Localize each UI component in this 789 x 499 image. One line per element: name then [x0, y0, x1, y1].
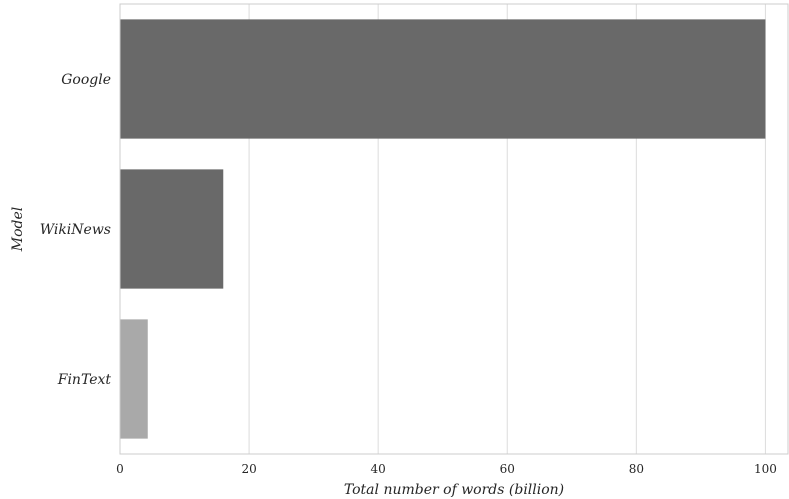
category-labels: Google WikiNews FinText	[40, 72, 112, 388]
x-tick-label: 20	[241, 462, 256, 476]
x-axis-label: Total number of words (billion)	[344, 482, 564, 498]
bar-google	[120, 19, 766, 139]
category-label-fintext: FinText	[57, 372, 112, 388]
bar-fintext	[120, 319, 148, 439]
bar-wikinews	[120, 169, 224, 289]
x-tick-label: 40	[371, 462, 386, 476]
category-label-wikinews: WikiNews	[40, 222, 111, 238]
x-tick-label: 0	[116, 462, 124, 476]
x-tick-label: 80	[629, 462, 644, 476]
x-tick-label: 60	[500, 462, 515, 476]
category-label-google: Google	[61, 72, 111, 88]
plot-frame	[119, 3, 789, 455]
y-axis-label: Model	[10, 207, 26, 253]
x-tick-labels: 0 20 40 60 80 100	[116, 462, 777, 476]
bars	[120, 19, 766, 439]
x-tick-label: 100	[754, 462, 777, 476]
